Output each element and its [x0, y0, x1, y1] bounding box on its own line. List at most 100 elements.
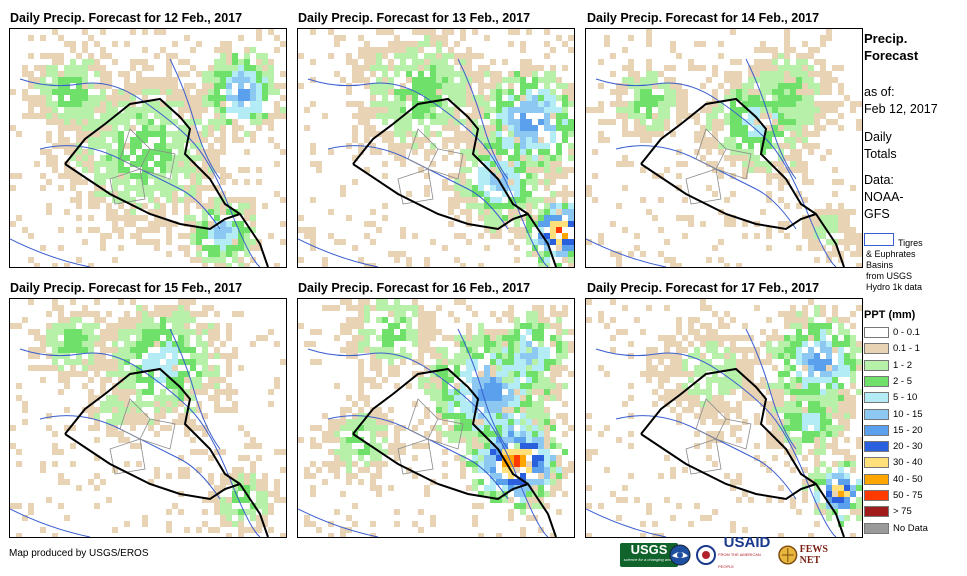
precip-cell [766, 413, 772, 419]
precip-cell [202, 521, 208, 527]
precip-cell [814, 113, 820, 119]
precip-cell [718, 101, 724, 107]
precip-cell [532, 185, 538, 191]
precip-cell [796, 395, 802, 401]
precip-cell [88, 407, 94, 413]
precip-cell [82, 365, 88, 371]
precip-cell [346, 443, 352, 449]
precip-cell [718, 257, 724, 263]
precip-cell [430, 395, 436, 401]
precip-cell [826, 515, 832, 521]
precip-cell [352, 131, 358, 137]
precip-cell [478, 413, 484, 419]
precip-cell [184, 527, 190, 533]
precip-cell [166, 89, 172, 95]
precip-cell [394, 335, 400, 341]
precip-cell [730, 191, 736, 197]
precip-cell [424, 311, 430, 317]
precip-cell [268, 503, 274, 509]
precip-cell [814, 131, 820, 137]
precip-cell [490, 143, 496, 149]
precip-cell [112, 395, 118, 401]
precip-cell [532, 173, 538, 179]
precip-cell [466, 359, 472, 365]
precip-cell [220, 173, 226, 179]
precip-cell [154, 179, 160, 185]
precip-cell [124, 155, 130, 161]
precip-cell [202, 371, 208, 377]
precip-cell [250, 131, 256, 137]
precip-cell [544, 491, 550, 497]
precip-cell [184, 131, 190, 137]
precip-cell [430, 83, 436, 89]
precip-cell [436, 119, 442, 125]
precip-cell [430, 149, 436, 155]
precip-cell [562, 347, 568, 353]
precip-cell [310, 425, 316, 431]
precip-cell [52, 431, 58, 437]
precip-cell [466, 401, 472, 407]
precip-cell [628, 101, 634, 107]
precip-cell [796, 89, 802, 95]
precip-cell [538, 479, 544, 485]
precip-cell [10, 425, 16, 431]
precip-cell [418, 323, 424, 329]
precip-cell [220, 125, 226, 131]
precip-cell [106, 401, 112, 407]
precip-cell [562, 449, 568, 455]
precip-cell [172, 383, 178, 389]
precip-cell [436, 71, 442, 77]
precip-cell [274, 161, 280, 167]
precip-cell [142, 77, 148, 83]
precip-cell [268, 389, 274, 395]
precip-cell [856, 509, 862, 515]
precip-cell [238, 533, 244, 537]
precip-cell [214, 113, 220, 119]
precip-cell [268, 59, 274, 65]
precip-cell [520, 119, 526, 125]
map-panel-3 [585, 28, 863, 268]
precip-cell [712, 119, 718, 125]
precip-cell [562, 245, 568, 251]
precip-cell [244, 65, 250, 71]
precip-cell [190, 191, 196, 197]
precip-cell [424, 131, 430, 137]
precip-cell [154, 323, 160, 329]
precip-cell [754, 347, 760, 353]
precip-cell [730, 101, 736, 107]
precip-cell [712, 371, 718, 377]
precip-cell [394, 143, 400, 149]
precip-cell [820, 155, 826, 161]
precip-cell [418, 509, 424, 515]
precip-cell [796, 167, 802, 173]
precip-cell [664, 107, 670, 113]
precip-cell [520, 83, 526, 89]
precip-cell [844, 371, 850, 377]
precip-cell [688, 341, 694, 347]
precip-cell [310, 101, 316, 107]
precip-cell [676, 323, 682, 329]
precip-cell [838, 389, 844, 395]
precip-cell [58, 311, 64, 317]
precip-cell [256, 455, 262, 461]
precip-cell [796, 389, 802, 395]
precip-cell [214, 71, 220, 77]
precip-cell [712, 71, 718, 77]
precip-cell [304, 125, 310, 131]
precip-cell [346, 467, 352, 473]
precip-cell [760, 161, 766, 167]
precip-cell [730, 83, 736, 89]
precip-cell [70, 341, 76, 347]
precip-cell [808, 371, 814, 377]
precip-cell [394, 131, 400, 137]
precip-cell [88, 353, 94, 359]
precip-cell [856, 347, 862, 353]
precip-cell [664, 353, 670, 359]
precip-cell [550, 467, 556, 473]
precip-cell [424, 485, 430, 491]
precip-cell [544, 41, 550, 47]
precip-cell [100, 65, 106, 71]
precip-cell [448, 437, 454, 443]
precip-cell [562, 329, 568, 335]
precip-cell [538, 407, 544, 413]
